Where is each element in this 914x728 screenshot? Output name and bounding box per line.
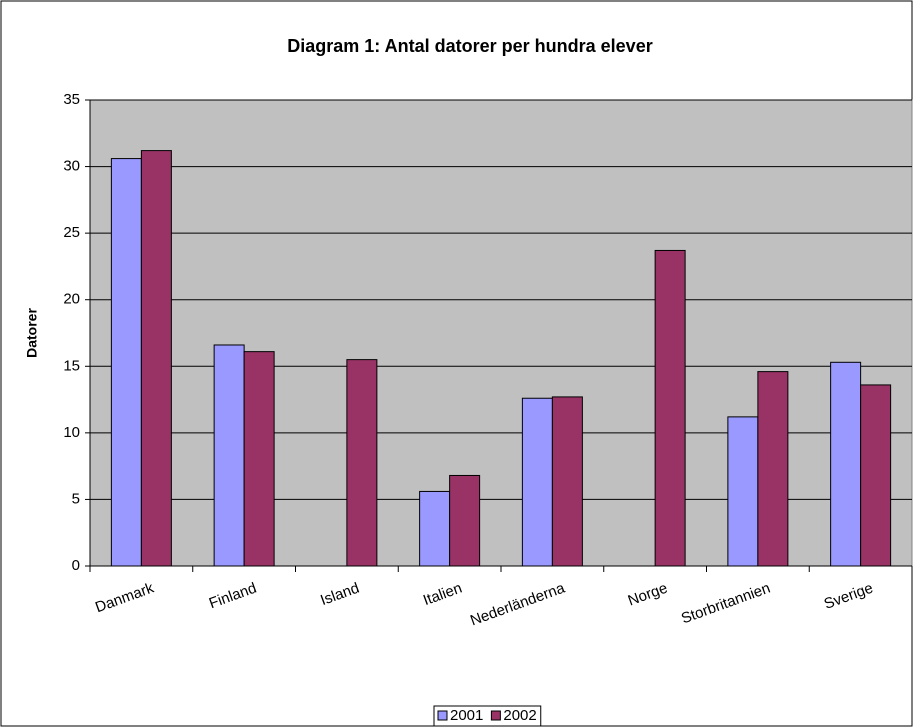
y-tick-label: 15 <box>63 357 80 374</box>
bar <box>830 361 862 567</box>
bar <box>654 249 686 567</box>
legend-label: 2002 <box>503 707 536 724</box>
legend-box <box>433 705 542 727</box>
bar <box>860 384 892 567</box>
bar <box>110 158 142 567</box>
bar <box>449 474 481 567</box>
y-tick-label: 5 <box>72 490 80 507</box>
bar <box>757 371 789 567</box>
y-tick-label: 0 <box>72 557 80 574</box>
bar <box>727 416 759 567</box>
y-tick-label: 25 <box>63 224 80 241</box>
y-tick-label: 30 <box>63 158 80 175</box>
legend-label: 2001 <box>450 707 483 724</box>
bar <box>521 397 553 567</box>
bar <box>551 396 583 567</box>
bar <box>419 490 451 567</box>
bar <box>346 359 378 567</box>
bar <box>243 351 275 567</box>
y-axis-label: Datorer <box>24 308 40 358</box>
y-tick-label: 10 <box>63 424 80 441</box>
y-tick-label: 20 <box>63 291 80 308</box>
legend-swatch <box>437 710 448 721</box>
bar <box>213 344 245 567</box>
chart-title: Diagram 1: Antal datorer per hundra elev… <box>287 36 652 56</box>
bar <box>140 150 172 567</box>
y-tick-label: 35 <box>63 91 80 108</box>
plot-area <box>89 99 913 567</box>
legend-swatch <box>490 710 501 721</box>
legend: 2001 2002 <box>433 705 542 727</box>
